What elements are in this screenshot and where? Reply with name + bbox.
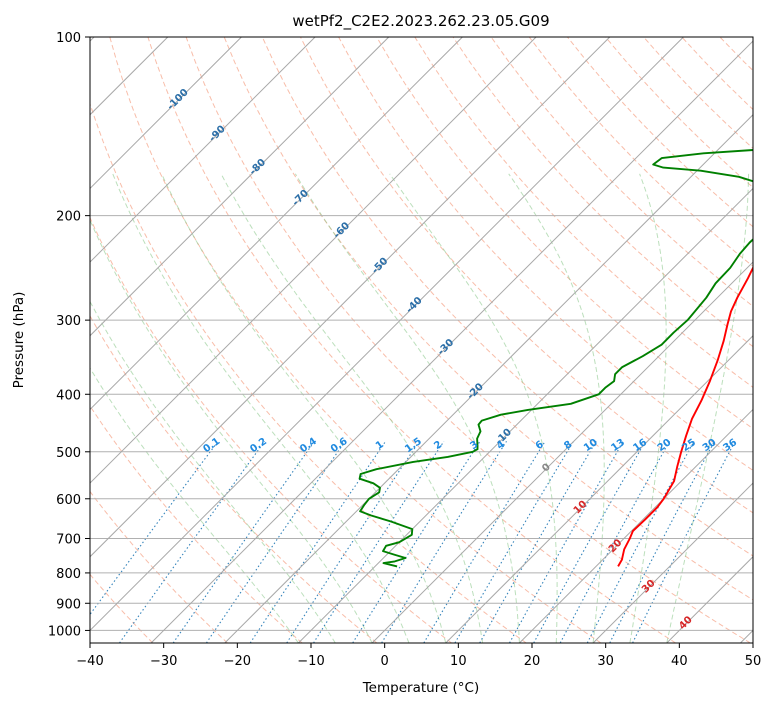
moist-adiabat-line <box>389 173 558 643</box>
dry-adiabat-line <box>414 37 753 388</box>
mixing-ratio-label: 2 <box>432 439 444 452</box>
dry-adiabat-line <box>758 37 775 643</box>
y-tick-label: 1000 <box>48 624 81 639</box>
isotherm-line <box>90 37 463 411</box>
y-tick-label: 300 <box>56 314 81 329</box>
isotherm-line <box>519 408 753 643</box>
mixing-ratio-label: 0.1 <box>201 436 222 455</box>
dry-adiabat-line <box>90 490 228 643</box>
isotherm-line <box>90 37 611 558</box>
dry-adiabat-line <box>528 37 753 267</box>
background-grid-lines <box>90 37 775 643</box>
dry-adiabat-line <box>681 37 753 111</box>
dry-adiabat-line <box>643 37 753 149</box>
dewpoint-profile <box>358 149 753 568</box>
x-tick-label: 30 <box>597 654 614 669</box>
x-axis-label: Temperature (°C) <box>362 680 480 696</box>
y-tick-label: 600 <box>56 493 81 508</box>
mixing-ratio-label: 0.4 <box>298 436 319 455</box>
dry-adiabat-line <box>261 37 753 557</box>
moist-adiabat-line <box>666 173 750 643</box>
x-tick-label: −30 <box>150 654 177 669</box>
mixing-ratio-line <box>423 441 546 643</box>
isotherm-line <box>90 37 242 190</box>
mixing-ratio-line <box>286 440 420 643</box>
dry-adiabat-line <box>147 37 676 643</box>
y-tick-label: 200 <box>56 210 81 225</box>
y-tick-label: 500 <box>56 446 81 461</box>
x-tick-label: 20 <box>524 654 541 669</box>
mixing-ratio-label: 3 <box>468 439 480 452</box>
mixing-ratio-label: 1 <box>374 439 386 452</box>
x-tick-label: 10 <box>450 654 467 669</box>
moist-adiabat-line <box>220 173 484 643</box>
moist-adiabat-line <box>90 367 299 643</box>
sounding-profiles <box>358 149 753 568</box>
mixing-ratio-line <box>559 441 670 643</box>
dry-adiabat-line <box>223 37 753 601</box>
x-tick-label: −20 <box>224 654 251 669</box>
mixing-ratio-line <box>313 440 445 643</box>
x-tick-label: 0 <box>381 654 389 669</box>
moist-adiabat-line <box>90 218 373 643</box>
mixing-ratio-line <box>352 440 481 643</box>
y-axis-label: Pressure (hPa) <box>11 292 27 389</box>
isotherm-line <box>666 556 753 643</box>
mixing-ratio-line <box>90 440 219 616</box>
dry-adiabat-line <box>490 37 753 307</box>
temperature-profile <box>617 265 753 567</box>
plot-frame <box>89 36 754 644</box>
isotherm-line <box>592 482 753 643</box>
dry-adiabat-line <box>90 102 527 643</box>
isotherm-line <box>740 629 753 643</box>
mixing-ratio-label: 0.2 <box>248 436 269 455</box>
isotherm-line <box>445 335 753 643</box>
isotherm-line <box>90 37 316 263</box>
dry-adiabat-line <box>90 216 452 643</box>
mixing-ratio-line <box>119 440 266 643</box>
isotherm-line <box>90 37 390 337</box>
x-tick-label: −10 <box>297 654 324 669</box>
x-tick-label: −40 <box>76 654 103 669</box>
dry-adiabat-line <box>90 405 303 643</box>
mixing-ratio-line <box>586 441 695 643</box>
dry-adiabat-line <box>90 573 154 643</box>
moist-adiabat-line <box>161 173 447 643</box>
mixing-ratio-label: 8 <box>562 439 574 452</box>
dry-adiabat-line <box>376 37 753 430</box>
isotherm-line <box>150 40 753 643</box>
dry-adiabat-line <box>338 37 753 471</box>
y-tick-label: 900 <box>56 597 81 612</box>
moist-adiabat-line <box>112 173 410 643</box>
isotherm-line <box>224 114 753 643</box>
y-tick-label: 100 <box>56 31 81 46</box>
mixing-ratio-line <box>509 441 624 643</box>
moist-adiabat-line <box>508 173 605 643</box>
mixing-ratio-line <box>454 441 574 643</box>
mixing-ratio-label: 1.5 <box>403 436 424 455</box>
mixing-ratio-line <box>632 441 736 643</box>
isotherm-line <box>90 37 684 632</box>
chart-title: wetPf2_C2E2.2023.262.23.05.G09 <box>292 12 549 31</box>
mixing-ratio-line <box>533 441 646 643</box>
mixing-ratio-line <box>609 441 715 643</box>
mixing-ratio-line <box>205 440 346 643</box>
y-tick-label: 700 <box>56 533 81 548</box>
x-tick-label: 50 <box>745 654 762 669</box>
y-tick-label: 400 <box>56 388 81 403</box>
mixing-ratio-line <box>172 440 315 643</box>
mixing-ratio-line <box>249 440 387 643</box>
dry-adiabat-line <box>185 37 751 643</box>
y-tick-label: 800 <box>56 567 81 582</box>
x-tick-label: 40 <box>671 654 688 669</box>
dry-adiabat-line <box>109 37 602 643</box>
axes: −40 −30 −20 −10 0 10 20 30 40 50 1000 900 800 700 600 5… <box>48 31 761 669</box>
mixing-ratio-line <box>479 441 597 643</box>
isotherm-line <box>90 37 537 484</box>
isotherm-line <box>371 261 753 643</box>
contour-labels: -100-90-80-70-60-50-40-30-20-10010203040… <box>165 87 739 632</box>
dry-adiabat-line <box>90 314 378 643</box>
